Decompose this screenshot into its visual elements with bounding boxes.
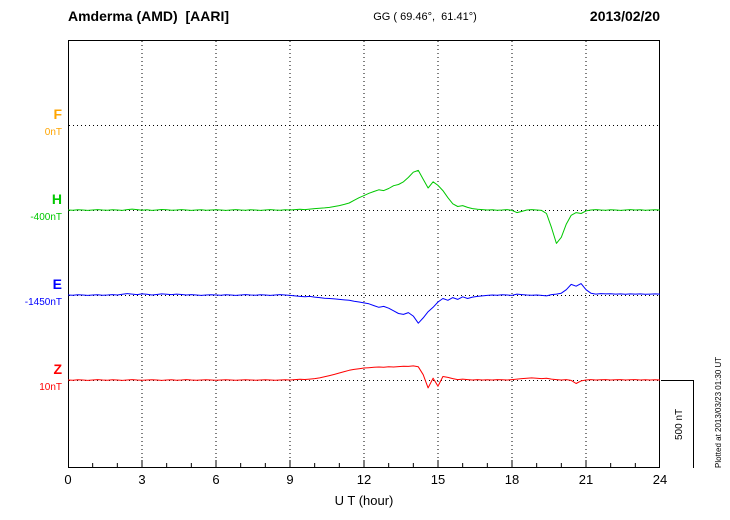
x-tick-label-6: 6: [212, 472, 220, 487]
trace-e: [67, 283, 661, 324]
x-axis-title: U T (hour): [334, 493, 394, 508]
magnetogram-plot: [67, 40, 661, 468]
scale-bar-label: 500 nT: [674, 408, 685, 440]
component-label-f: F: [53, 106, 62, 122]
scale-bar: [693, 380, 694, 468]
component-offset-f: 0nT: [44, 127, 62, 138]
component-label-e: E: [52, 276, 62, 292]
plot-border: [68, 40, 660, 468]
date-label: 2013/02/20: [589, 8, 660, 24]
component-offset-e: -1450nT: [24, 297, 62, 308]
scale-bar-cap: [661, 380, 694, 381]
trace-z: [67, 365, 661, 389]
component-label-h: H: [51, 191, 62, 207]
component-offset-h: -400nT: [30, 212, 62, 223]
x-tick-label-12: 12: [356, 472, 372, 487]
x-tick-label-9: 9: [286, 472, 294, 487]
geographic-coordinates: GG ( 69.46°, 61.41°): [373, 11, 477, 23]
x-tick-label-3: 3: [138, 472, 146, 487]
component-offset-z: 10nT: [39, 382, 62, 393]
plot-timestamp: Plotted at 2013/03/23 01:30 UT: [714, 356, 723, 468]
x-tick-label-15: 15: [430, 472, 446, 487]
x-tick-label-0: 0: [64, 472, 72, 487]
component-label-z: Z: [53, 361, 62, 377]
trace-h: [67, 169, 661, 244]
x-tick-label-21: 21: [578, 472, 594, 487]
x-tick-label-24: 24: [652, 472, 668, 487]
x-tick-label-18: 18: [504, 472, 520, 487]
plot-area: [67, 40, 661, 468]
station-title: Amderma (AMD) [AARI]: [68, 8, 229, 24]
